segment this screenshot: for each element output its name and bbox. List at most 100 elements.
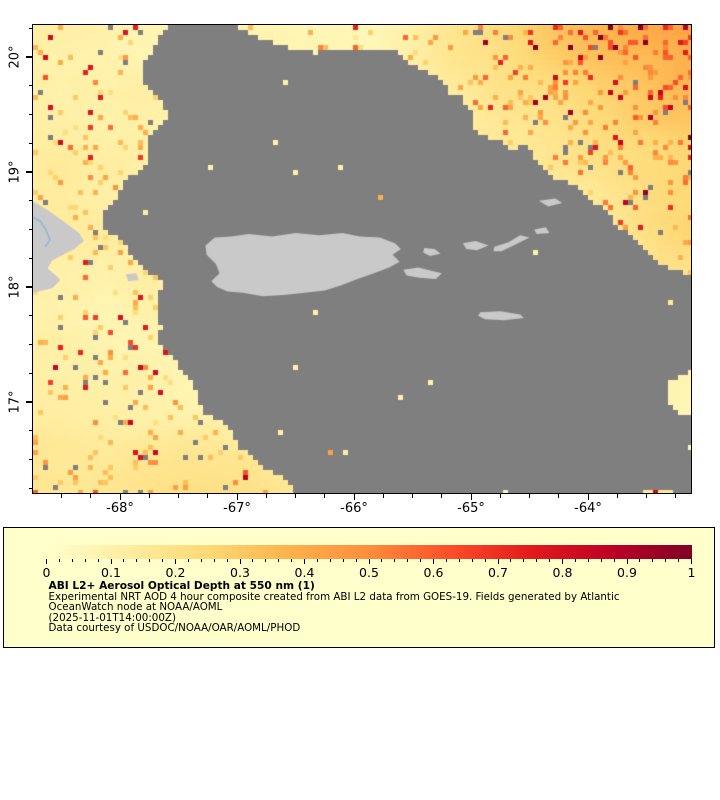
- x-major-tick: [236, 494, 238, 500]
- colorbar-major-tick: [175, 558, 177, 564]
- colorbar-minor-tick: [381, 558, 383, 562]
- x-tick-label: -65°: [457, 501, 485, 516]
- colorbar-major-tick: [691, 558, 693, 564]
- colorbar-major-tick: [497, 558, 499, 564]
- colorbar-tick-label: 0.7: [488, 564, 508, 580]
- colorbar-tick-label: 0.1: [101, 564, 121, 580]
- x-minor-tick: [324, 494, 326, 498]
- colorbar-tick-label: 0.5: [359, 564, 379, 580]
- colorbar-minor-tick: [291, 558, 293, 562]
- colorbar-major-tick: [46, 558, 48, 564]
- legend-line-3: (2025-11-01T14:00:00Z): [48, 611, 176, 624]
- colorbar-minor-tick: [278, 558, 280, 562]
- y-minor-tick: [28, 142, 32, 144]
- x-tick-label: -68°: [106, 501, 134, 516]
- x-minor-tick: [90, 494, 92, 498]
- x-major-tick: [353, 494, 355, 500]
- x-minor-tick: [382, 494, 384, 498]
- y-tick-label: 18°: [7, 275, 23, 299]
- y-minor-tick: [28, 372, 32, 374]
- colorbar-major-tick: [368, 558, 370, 564]
- colorbar-major-tick: [626, 558, 628, 564]
- x-tick-label: -67°: [223, 501, 251, 516]
- colorbar-minor-tick: [355, 558, 357, 562]
- x-minor-tick: [207, 494, 209, 498]
- colorbar-tick-label: 0.3: [230, 564, 250, 580]
- y-tick-label: 19°: [7, 160, 23, 184]
- y-minor-tick: [28, 344, 32, 345]
- y-minor-tick: [28, 459, 32, 461]
- x-minor-tick: [295, 494, 297, 498]
- colorbar-gradient: [46, 544, 692, 559]
- colorbar-minor-tick: [97, 558, 99, 562]
- colorbar-minor-tick: [652, 558, 654, 562]
- legend-box: 0 0.1 0.2 0.3 0.4 0.5 0.6 0.7 0.8 0.9 1 ABI L2+ Ae…: [3, 527, 715, 648]
- colorbar-minor-tick: [316, 558, 318, 562]
- x-major-tick: [587, 494, 589, 500]
- y-minor-tick: [28, 257, 32, 259]
- x-minor-tick: [148, 494, 150, 498]
- colorbar-minor-tick: [536, 558, 538, 562]
- x-tick-label: -66°: [340, 501, 368, 516]
- colorbar-minor-tick: [458, 558, 460, 562]
- y-major-tick: [26, 401, 32, 403]
- colorbar-minor-tick: [678, 558, 680, 562]
- y-tick-label: 17°: [7, 390, 23, 414]
- y-minor-tick: [28, 27, 32, 29]
- colorbar-major-tick: [433, 558, 435, 564]
- y-minor-tick: [28, 200, 32, 202]
- map-frame: [32, 24, 692, 494]
- x-minor-tick: [616, 494, 618, 498]
- x-tick-label: -64°: [574, 501, 602, 516]
- legend-title: ABI L2+ Aerosol Optical Depth at 550 nm …: [48, 580, 315, 592]
- colorbar-minor-tick: [58, 558, 60, 562]
- colorbar-minor-tick: [394, 558, 396, 562]
- colorbar-minor-tick: [213, 558, 215, 562]
- legend-line-1: Experimental NRT AOD 4 hour composite cr…: [48, 590, 620, 603]
- colorbar-minor-tick: [613, 558, 615, 562]
- x-minor-tick: [675, 494, 677, 498]
- colorbar-minor-tick: [200, 558, 202, 562]
- colorbar-tick-label: 0.2: [165, 564, 186, 580]
- colorbar-minor-tick: [549, 558, 551, 562]
- colorbar-minor-tick: [445, 558, 447, 562]
- colorbar-minor-tick: [265, 558, 267, 562]
- colorbar-minor-tick: [510, 558, 512, 562]
- x-minor-tick: [529, 494, 531, 498]
- colorbar-minor-tick: [84, 558, 86, 562]
- colorbar-major-tick: [562, 558, 564, 564]
- colorbar-minor-tick: [252, 558, 254, 562]
- colorbar-minor-tick: [639, 558, 641, 562]
- x-minor-tick: [178, 494, 180, 498]
- x-major-tick: [470, 494, 472, 500]
- colorbar-tick-label: 0.9: [617, 564, 637, 580]
- colorbar-minor-tick: [123, 558, 125, 562]
- colorbar-minor-tick: [407, 558, 409, 562]
- colorbar-tick-label: 1: [687, 564, 696, 580]
- y-minor-tick: [28, 315, 32, 317]
- colorbar-minor-tick: [574, 558, 576, 562]
- colorbar-minor-tick: [600, 558, 602, 562]
- y-minor-tick: [28, 430, 32, 432]
- y-major-tick: [26, 56, 32, 58]
- y-tick-label: 20°: [7, 45, 23, 69]
- y-minor-tick: [28, 228, 32, 230]
- legend-line-2: OceanWatch node at NOAA/AOML: [48, 601, 223, 613]
- x-major-tick: [119, 494, 121, 500]
- colorbar-tick-label: 0.6: [423, 564, 444, 580]
- colorbar-minor-tick: [187, 558, 189, 562]
- x-minor-tick: [499, 494, 501, 498]
- x-minor-tick: [441, 494, 443, 498]
- colorbar-minor-tick: [342, 558, 344, 562]
- y-minor-tick: [28, 85, 32, 87]
- x-minor-tick: [412, 494, 414, 498]
- colorbar-minor-tick: [136, 558, 138, 562]
- colorbar-major-tick: [110, 558, 112, 564]
- colorbar-minor-tick: [162, 558, 164, 562]
- x-minor-tick: [646, 494, 648, 498]
- legend-line-4: Data courtesy of USDOC/NOAA/OAR/AOML/PHO…: [48, 622, 301, 634]
- colorbar-tick-label: 0: [42, 564, 51, 580]
- x-minor-tick: [61, 494, 63, 498]
- colorbar-tick-label: 0.4: [294, 564, 315, 580]
